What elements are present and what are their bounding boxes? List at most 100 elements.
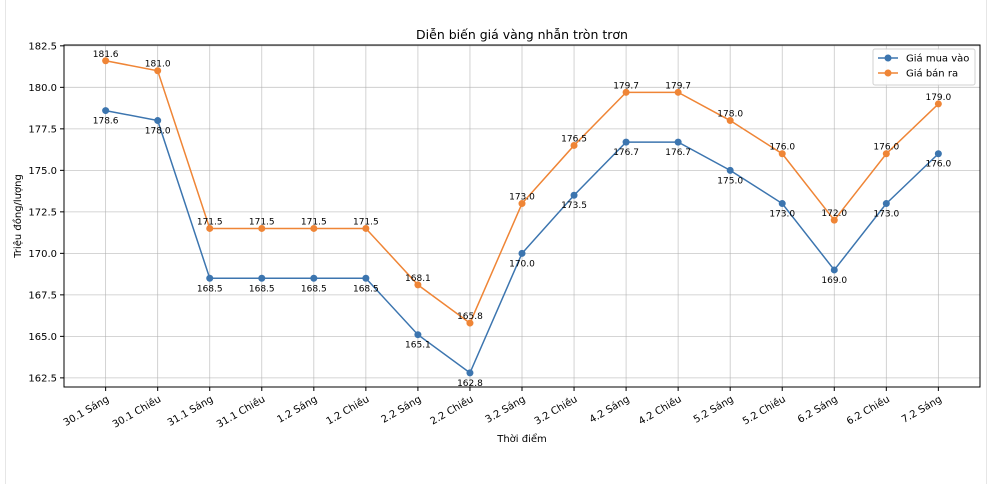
x-tick-label: 31.1 Sáng: [165, 393, 215, 429]
data-point: [882, 150, 890, 158]
data-label: 176.7: [665, 148, 691, 158]
x-tick-label: 1.2 Chiều: [324, 393, 371, 427]
x-tick-label: 1.2 Sáng: [275, 393, 319, 426]
plot-area-border: [63, 44, 981, 388]
data-point: [882, 200, 890, 208]
x-tick-label: 3.2 Chiều: [532, 393, 579, 427]
data-label: 171.5: [197, 217, 223, 227]
data-label: 171.5: [301, 217, 327, 227]
y-tick-label: 177.5: [28, 124, 57, 135]
data-point: [570, 141, 578, 149]
data-label: 179.7: [665, 81, 691, 91]
x-tick-label: 2.2 Sáng: [379, 393, 423, 426]
data-point: [830, 216, 838, 224]
x-tick-label: 3.2 Sáng: [483, 393, 527, 426]
y-tick-label: 167.5: [28, 290, 57, 301]
data-label: 168.5: [197, 284, 223, 294]
data-label: 181.0: [145, 60, 171, 70]
data-label: 165.8: [457, 312, 483, 322]
x-tick-label: 6.2 Sáng: [795, 393, 839, 426]
x-tick-label: 6.2 Chiều: [845, 393, 892, 427]
data-point: [726, 166, 734, 174]
data-point: [310, 224, 318, 232]
data-point: [934, 100, 942, 108]
data-point: [466, 369, 474, 377]
x-tick-label: 31.1 Chiều: [214, 393, 267, 430]
data-point: [102, 107, 110, 115]
y-axis-label: Triệu đồng/lượng: [12, 174, 24, 259]
data-label: 175.0: [717, 176, 743, 186]
data-label: 178.0: [717, 110, 743, 120]
data-point: [206, 224, 214, 232]
legend-box: [872, 48, 976, 86]
legend-marker: [884, 54, 892, 62]
data-label: 179.7: [613, 81, 639, 91]
data-point: [258, 224, 266, 232]
data-label: 168.5: [301, 284, 327, 294]
data-label: 176.0: [925, 160, 951, 170]
data-point: [622, 138, 630, 146]
data-point: [102, 57, 110, 65]
data-label: 176.5: [561, 134, 587, 144]
data-label: 173.0: [509, 193, 535, 203]
data-label: 171.5: [249, 217, 275, 227]
x-tick-label: 4.2 Chiều: [636, 393, 683, 427]
x-tick-label: 30.1 Sáng: [61, 393, 111, 429]
chart-title: Diễn biến giá vàng nhẫn tròn trơn: [416, 27, 628, 42]
data-point: [258, 274, 266, 282]
data-label: 170.0: [509, 259, 535, 269]
data-point: [154, 67, 162, 75]
data-point: [778, 150, 786, 158]
y-tick-label: 162.5: [28, 373, 57, 384]
data-point: [206, 274, 214, 282]
y-tick-label: 170.0: [28, 249, 57, 260]
data-point: [934, 150, 942, 158]
data-label: 176.0: [873, 143, 899, 153]
data-label: 176.0: [769, 143, 795, 153]
legend-marker: [884, 69, 892, 77]
x-tick-label: 5.2 Chiều: [740, 393, 787, 427]
data-point: [414, 331, 422, 339]
data-label: 168.1: [405, 274, 431, 284]
data-label: 169.0: [821, 276, 847, 286]
data-point: [362, 224, 370, 232]
legend: Giá mua vào Giá bán ra: [872, 48, 976, 86]
x-tick-label: 5.2 Sáng: [691, 393, 735, 426]
data-point: [310, 274, 318, 282]
y-tick-label: 165.0: [28, 332, 57, 343]
x-tick-label: 2.2 Chiều: [428, 393, 475, 427]
data-label: 162.8: [457, 379, 483, 389]
data-label: 173.0: [769, 210, 795, 220]
data-label: 176.7: [613, 148, 639, 158]
data-point: [570, 191, 578, 199]
data-label: 172.0: [821, 209, 847, 219]
data-label: 168.5: [353, 284, 379, 294]
y-tick-label: 172.5: [28, 207, 57, 218]
data-label: 168.5: [249, 284, 275, 294]
data-label: 178.6: [93, 117, 119, 127]
data-point: [518, 249, 526, 257]
data-point: [362, 274, 370, 282]
figure-frame: [5, 0, 987, 484]
data-point: [622, 88, 630, 96]
data-label: 165.1: [405, 341, 431, 351]
data-label: 181.6: [93, 50, 119, 60]
data-point: [674, 88, 682, 96]
y-tick-label: 175.0: [28, 166, 57, 177]
data-point: [518, 200, 526, 208]
data-point: [414, 281, 422, 289]
data-point: [726, 117, 734, 125]
data-point: [778, 200, 786, 208]
legend-label: Giá bán ra: [906, 68, 958, 80]
x-tick-label: 30.1 Chiều: [110, 393, 163, 430]
y-tick-label: 182.5: [28, 41, 57, 52]
data-point: [466, 319, 474, 327]
data-label: 173.5: [561, 201, 587, 211]
data-point: [674, 138, 682, 146]
data-point: [830, 266, 838, 274]
x-axis-label: Thời điểm: [496, 432, 547, 445]
data-label: 173.0: [873, 210, 899, 220]
x-tick-label: 4.2 Sáng: [587, 393, 631, 426]
y-tick-label: 180.0: [28, 83, 57, 94]
